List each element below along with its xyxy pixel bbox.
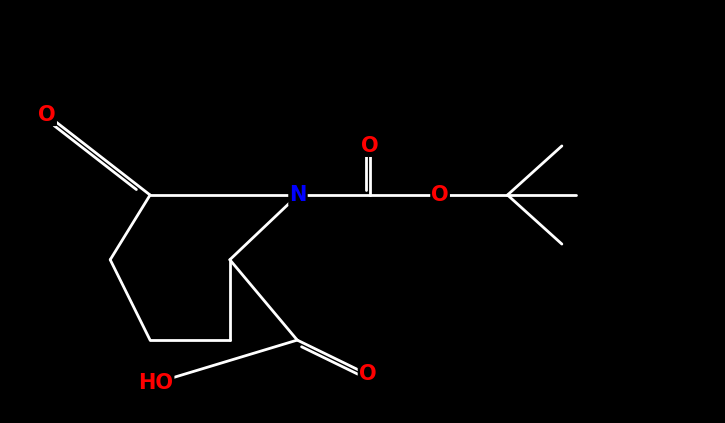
Text: O: O: [359, 364, 376, 385]
Text: HO: HO: [138, 373, 173, 393]
Text: O: O: [38, 105, 56, 125]
Text: O: O: [431, 185, 449, 205]
Text: N: N: [289, 185, 307, 205]
Text: O: O: [361, 136, 378, 156]
